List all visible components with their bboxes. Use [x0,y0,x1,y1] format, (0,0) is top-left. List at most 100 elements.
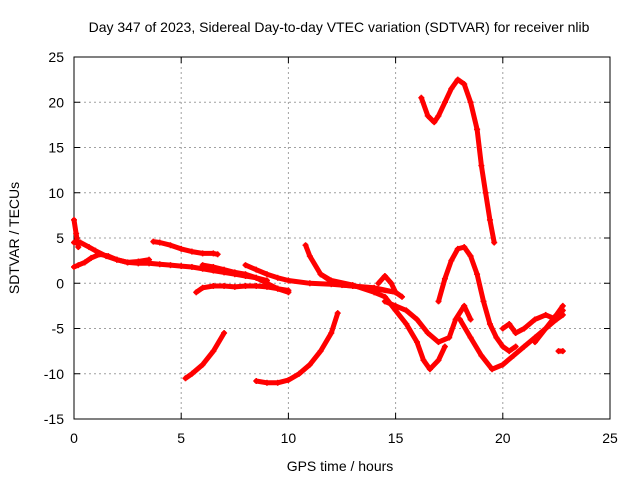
data-point [381,273,388,280]
data-point [199,361,206,368]
data-point [334,310,341,317]
data-point [167,262,174,269]
y-tick-label: 5 [56,230,64,246]
series-s12 [375,273,406,300]
series-line [253,310,341,386]
data-point [199,284,206,291]
data-point [242,262,249,269]
x-tick-label: 5 [177,430,185,446]
data-point [146,256,153,263]
data-point [461,81,468,88]
data-point [263,379,270,386]
data-point [388,280,395,287]
data-point [274,274,281,281]
data-point [306,280,313,287]
data-point [124,259,131,266]
data-point [480,298,487,305]
data-point [486,216,493,223]
data-point [92,247,99,254]
data-point [478,352,485,359]
chart-title: Day 347 of 2023, Sidereal Day-to-day VTE… [89,19,590,35]
data-point [253,377,260,384]
data-point [510,352,517,359]
data-point [156,239,163,246]
data-point [403,307,410,314]
data-point [167,242,174,249]
data-point [474,271,481,278]
data-point [231,283,238,290]
data-point [285,277,292,284]
series-line [532,303,566,345]
data-point [75,262,82,269]
x-tick-label: 10 [281,430,297,446]
y-tick-label: -5 [52,321,65,337]
data-point [559,348,566,355]
x-tick-label: 20 [495,430,511,446]
data-point [403,320,410,327]
data-point [105,253,112,260]
data-point [178,245,185,252]
data-point [221,282,228,289]
axis-ticks: 0 5 10 15 20 25 -15 -10 -5 0 5 10 15 20 25 [44,49,618,446]
data-point [188,370,195,377]
data-point [199,262,206,269]
data-point [242,271,249,278]
data-point [461,244,468,251]
data-point [328,330,335,337]
series-s8 [253,310,341,386]
data-point [467,253,474,260]
series-s2 [71,251,153,270]
data-point [135,258,142,265]
data-point [199,250,206,257]
data-point [392,302,399,309]
data-point [521,325,528,332]
series-line [71,251,152,270]
data-point [263,280,270,287]
series-s7 [199,262,292,296]
data-point [188,248,195,255]
data-point [493,334,500,341]
data-point [542,325,549,332]
data-point [478,162,485,169]
data-point [178,263,185,270]
data-point [210,263,217,270]
data-point [489,366,496,373]
data-point [150,238,157,245]
data-point [274,285,281,292]
y-axis-title: SDTVAR / TECUs [6,182,22,294]
series-s20 [555,348,566,355]
data-point [431,119,438,126]
data-point [435,298,442,305]
data-point [71,263,77,270]
data-point [542,311,549,318]
data-point [531,316,538,323]
data-point [285,377,292,384]
data-point [441,343,448,350]
data-point [317,348,324,355]
data-point [512,343,519,350]
series-s19 [531,302,566,346]
data-point [491,239,498,246]
series-s14 [418,76,481,133]
data-point [375,280,382,287]
data-point [559,302,566,309]
series-s10 [302,242,399,296]
data-point [221,266,228,273]
data-point [418,94,425,101]
data-point [414,339,421,346]
data-point [456,316,463,323]
data-point [182,375,189,382]
data-point [242,282,249,289]
series-line [318,271,448,372]
y-tick-label: -15 [44,411,64,427]
data-point [210,250,217,257]
data-point [285,289,292,296]
data-point [253,266,260,273]
series-s13 [381,298,474,346]
data-point [467,316,474,323]
data-point [446,334,453,341]
data-point [506,348,513,355]
plot-frame [73,56,611,420]
data-point [454,245,461,252]
